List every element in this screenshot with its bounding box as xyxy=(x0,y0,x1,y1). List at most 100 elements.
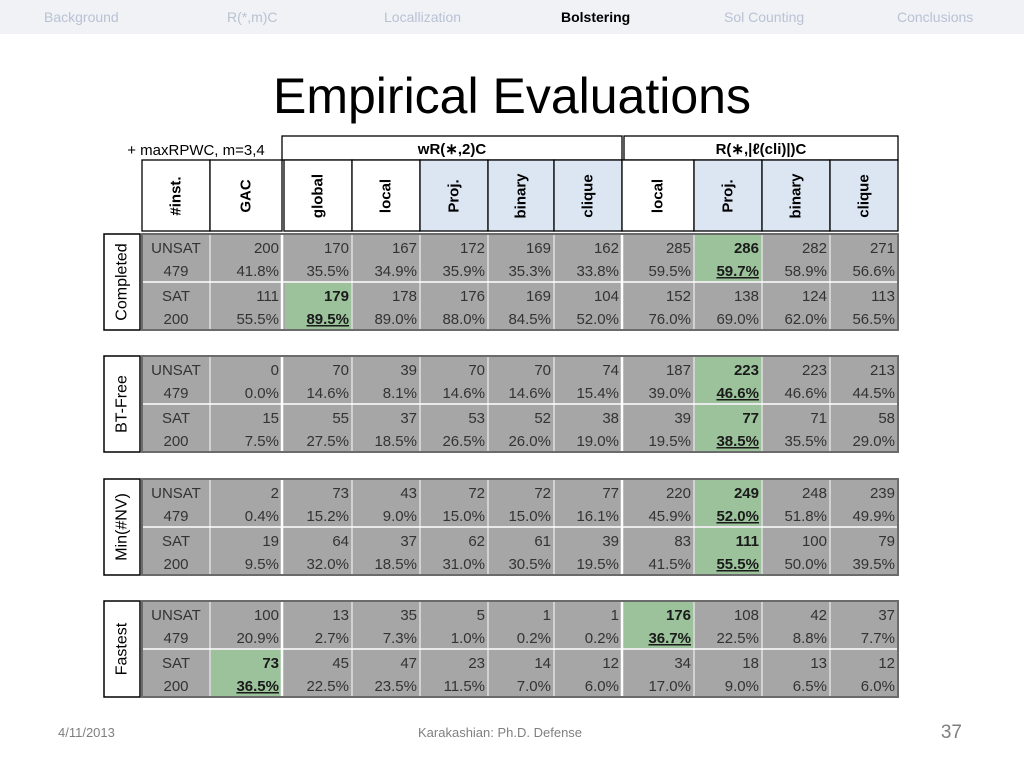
cell-percent: 69.0% xyxy=(716,311,759,328)
best-value-highlight xyxy=(695,528,761,574)
cell-value: 187 xyxy=(666,362,691,379)
cell-value: 47 xyxy=(400,655,417,672)
column-header: #inst. xyxy=(168,176,185,215)
cell-value: 37 xyxy=(400,410,417,427)
block-label-box xyxy=(103,478,141,576)
nav-item-rmc[interactable]: R(*,m)C xyxy=(227,9,278,25)
cell-value: 19 xyxy=(262,533,279,550)
best-value-highlight xyxy=(623,602,693,648)
row-status: UNSAT xyxy=(151,240,201,257)
column-header-cell xyxy=(283,159,353,232)
slide-title: Empirical Evaluations xyxy=(273,68,751,124)
cell-value: 13 xyxy=(810,655,827,672)
cell-value: 72 xyxy=(534,485,551,502)
cell-value: 77 xyxy=(742,410,759,427)
cell-value: 37 xyxy=(400,533,417,550)
block-label-box xyxy=(103,355,141,453)
cell-value: 13 xyxy=(332,607,349,624)
nav-item-sol-counting[interactable]: Sol Counting xyxy=(724,9,805,25)
row-instance-count: 200 xyxy=(163,678,188,695)
cell-value: 70 xyxy=(468,362,485,379)
cell-percent: 59.5% xyxy=(648,263,691,280)
cell-value: 169 xyxy=(526,288,551,305)
cell-percent: 44.5% xyxy=(852,385,895,402)
cell-percent: 26.0% xyxy=(508,433,551,450)
nav-item-bolstering[interactable]: Bolstering xyxy=(561,9,631,25)
row-status: UNSAT xyxy=(151,362,201,379)
cell-value: 100 xyxy=(254,607,279,624)
column-header-cell xyxy=(621,159,695,232)
nav-item-localization[interactable]: Locallization xyxy=(384,9,462,25)
cell-percent: 41.8% xyxy=(236,263,279,280)
cell-value: 71 xyxy=(810,410,827,427)
cell-value: 38 xyxy=(602,410,619,427)
cell-percent: 17.0% xyxy=(648,678,691,695)
cell-value: 52 xyxy=(534,410,551,427)
cell-percent: 35.3% xyxy=(508,263,551,280)
cell-percent: 14.6% xyxy=(442,385,485,402)
block-label: Min(#NV) xyxy=(114,493,131,561)
cell-value: 100 xyxy=(802,533,827,550)
cell-value: 169 xyxy=(526,240,551,257)
cell-percent: 30.5% xyxy=(508,556,551,573)
corner-label: + maxRPWC, m=3,4 xyxy=(127,142,265,159)
cell-percent: 35.5% xyxy=(306,263,349,280)
cell-percent: 19.5% xyxy=(648,433,691,450)
cell-value: 39 xyxy=(602,533,619,550)
cell-value: 104 xyxy=(594,288,619,305)
cell-percent: 6.0% xyxy=(585,678,619,695)
cell-percent: 31.0% xyxy=(442,556,485,573)
cell-value: 1 xyxy=(611,607,619,624)
row-instance-count: 479 xyxy=(163,508,188,525)
cell-percent: 51.8% xyxy=(784,508,827,525)
cell-percent: 9.0% xyxy=(725,678,759,695)
cell-value: 113 xyxy=(871,288,895,305)
best-value-highlight xyxy=(695,405,761,451)
cell-value: 42 xyxy=(810,607,827,624)
cell-percent: 55.5% xyxy=(236,311,279,328)
cell-value: 83 xyxy=(674,533,691,550)
block-label-box xyxy=(103,600,141,698)
cell-percent: 36.5% xyxy=(236,678,279,695)
cell-percent: 32.0% xyxy=(306,556,349,573)
cell-value: 172 xyxy=(460,240,485,257)
cell-percent: 15.4% xyxy=(576,385,619,402)
block-label: Completed xyxy=(114,243,131,320)
row-status: SAT xyxy=(162,655,190,672)
nav-item-conclusions[interactable]: Conclusions xyxy=(897,9,974,25)
cell-value: 37 xyxy=(878,607,895,624)
row-status: UNSAT xyxy=(151,485,201,502)
cell-percent: 0.2% xyxy=(585,630,619,647)
cell-percent: 52.0% xyxy=(716,508,759,525)
block-border xyxy=(141,355,899,453)
cell-percent: 14.6% xyxy=(306,385,349,402)
row-status: UNSAT xyxy=(151,607,201,624)
cell-percent: 45.9% xyxy=(648,508,691,525)
cell-value: 70 xyxy=(332,362,349,379)
group2-header: R(∗,|ℓ(cli)|)C xyxy=(716,141,807,158)
cell-percent: 52.0% xyxy=(576,311,619,328)
cell-percent: 7.0% xyxy=(517,678,551,695)
cell-value: 223 xyxy=(802,362,827,379)
cell-value: 39 xyxy=(674,410,691,427)
cell-percent: 88.0% xyxy=(442,311,485,328)
cell-percent: 9.0% xyxy=(383,508,417,525)
cell-percent: 7.5% xyxy=(245,433,279,450)
row-instance-count: 479 xyxy=(163,385,188,402)
block-border xyxy=(141,233,899,331)
row-status: SAT xyxy=(162,288,190,305)
cell-value: 77 xyxy=(602,485,619,502)
cell-value: 111 xyxy=(736,533,759,550)
cell-percent: 89.5% xyxy=(306,311,349,328)
cell-percent: 6.0% xyxy=(861,678,895,695)
column-header: clique xyxy=(580,174,597,217)
cell-percent: 8.8% xyxy=(793,630,827,647)
cell-value: 111 xyxy=(256,288,279,305)
cell-value: 64 xyxy=(332,533,349,550)
nav-item-background[interactable]: Background xyxy=(44,9,119,25)
column-header-cell xyxy=(351,159,421,232)
cell-value: 73 xyxy=(262,655,279,672)
column-header-cell xyxy=(209,159,283,232)
cell-value: 124 xyxy=(802,288,827,305)
cell-value: 35 xyxy=(400,607,417,624)
